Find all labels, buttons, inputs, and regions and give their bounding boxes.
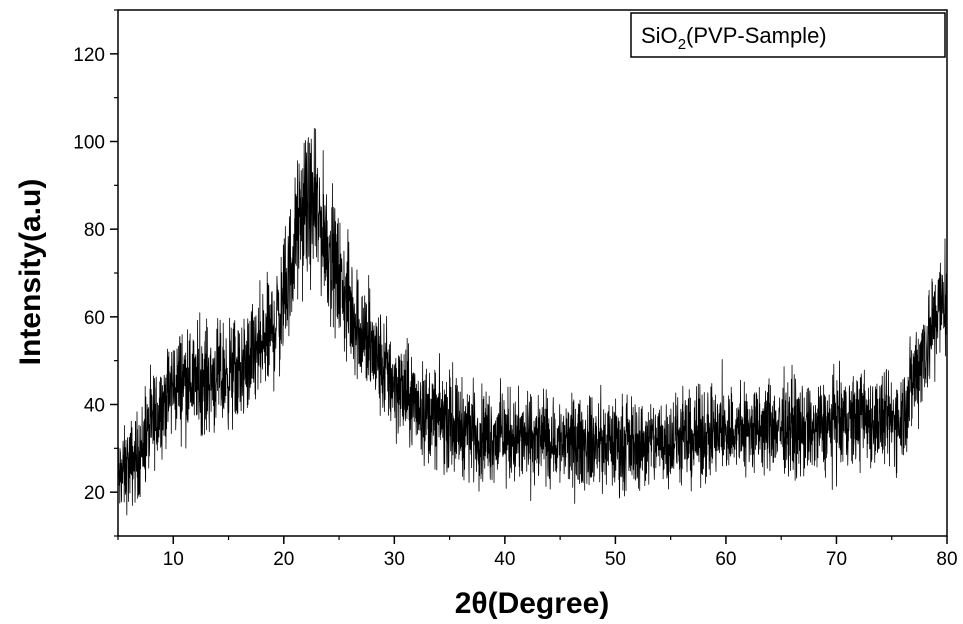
y-tick-label: 100 [73,133,105,154]
x-tick-label: 70 [826,549,847,570]
x-tick-label: 40 [494,549,515,570]
y-tick-label: 120 [73,45,105,66]
x-tick-label: 20 [273,549,294,570]
x-tick-label: 30 [384,549,405,570]
x-axis-title: 2θ(Degree) [455,587,610,620]
legend-text: SiO2(PVP-Sample) [641,23,827,53]
y-tick-label: 80 [84,220,105,241]
ticks-group: 10 20 30 40 50 60 70 80 20 40 60 80 100 120 [73,9,958,570]
legend: SiO2(PVP-Sample) [630,12,946,58]
series-group [117,127,948,516]
legend-main: SiO [641,23,678,48]
x-tick-label: 50 [605,549,626,570]
x-tick-label: 10 [163,549,184,570]
x-tick-label: 60 [715,549,736,570]
legend-tail: (PVP-Sample) [686,23,827,48]
y-axis-title: Intensity(a.u) [14,179,47,366]
legend-box [630,12,946,58]
x-tick-label: 80 [936,549,957,570]
y-tick-label: 20 [84,483,105,504]
y-tick-label: 60 [84,308,105,329]
legend-sub: 2 [678,36,686,53]
series-line [117,127,948,516]
y-tick-label: 40 [84,396,105,417]
